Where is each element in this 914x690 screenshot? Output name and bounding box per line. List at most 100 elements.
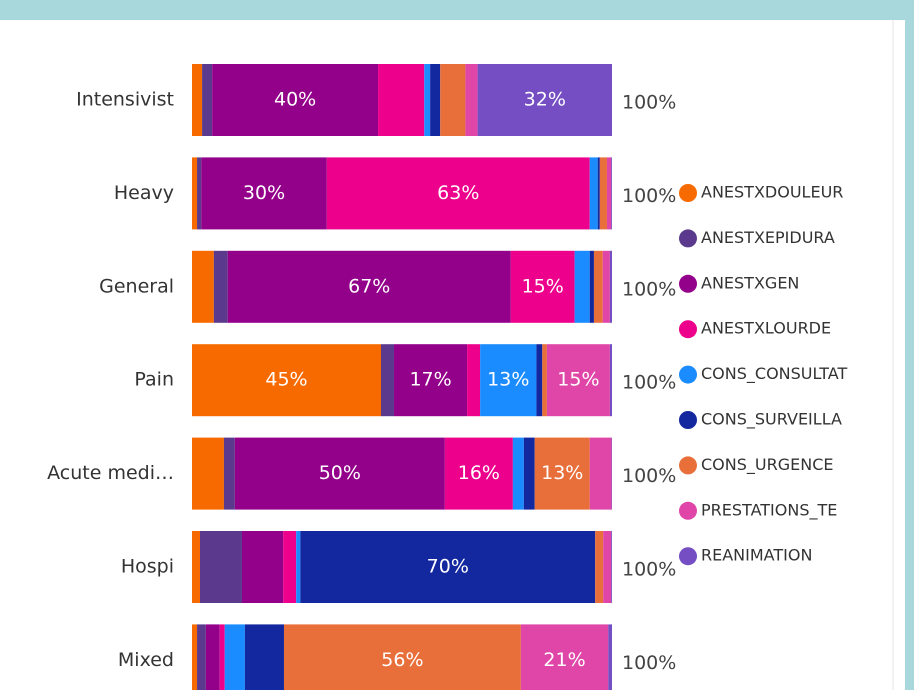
- bar-segment: [192, 531, 200, 603]
- legend-label: REANIMATION: [701, 546, 812, 565]
- legend-marker: [679, 274, 697, 293]
- bar-segment: [510, 250, 575, 323]
- legend-label: PRESTATIONS_TE: [701, 500, 837, 520]
- data-label: 45%: [265, 369, 307, 391]
- bar-segment: [602, 250, 610, 323]
- category-label: Mixed: [118, 649, 174, 671]
- bar-segment: [534, 437, 590, 510]
- category-label: Hospi: [121, 556, 174, 578]
- bar-segment: [467, 344, 481, 417]
- bar-segment: [595, 531, 604, 603]
- data-label: 50%: [319, 462, 361, 484]
- bar-segment: [430, 64, 441, 136]
- bar-segment: [465, 64, 478, 136]
- bar-segment: [378, 64, 425, 136]
- bar-segment: [608, 624, 612, 690]
- bar-segment: [520, 624, 609, 690]
- legend-marker: [679, 547, 697, 566]
- bar-segment: [536, 344, 543, 417]
- category-label: Pain: [134, 369, 174, 391]
- bar-segment: [574, 250, 590, 323]
- header-band: [0, 0, 914, 20]
- bar-segment: [199, 531, 242, 603]
- bar-segment: [477, 64, 612, 136]
- total-label: 100%: [622, 465, 676, 487]
- total-label: 100%: [622, 652, 676, 674]
- bar-segment: [326, 157, 590, 230]
- bar-segment: [589, 250, 594, 323]
- legend-label: CONS_SURVEILLA: [701, 410, 842, 430]
- bar-segment: [512, 437, 524, 510]
- bar-segment: [424, 64, 431, 136]
- data-label: 30%: [243, 182, 285, 204]
- bar-segment: [542, 344, 547, 417]
- legend-marker: [679, 456, 697, 475]
- bar-segment: [192, 250, 214, 323]
- bar-segment: [546, 344, 610, 417]
- data-label: 15%: [522, 275, 564, 297]
- bar-segment: [589, 157, 598, 230]
- legend-marker: [679, 229, 697, 248]
- legend-label: ANESTXEPIDURA: [701, 228, 835, 247]
- legend-marker: [679, 365, 697, 384]
- data-label: 15%: [557, 369, 599, 391]
- category-label: Acute medi…: [47, 462, 174, 484]
- bar-segment: [213, 250, 228, 323]
- legend-marker: [679, 320, 697, 339]
- bar-segment: [296, 531, 301, 603]
- legend-label: CONS_CONSULTAT: [701, 364, 847, 384]
- bar-segment: [589, 437, 612, 510]
- bar-segment: [205, 624, 220, 690]
- bar-segment: [197, 157, 202, 230]
- data-label: 56%: [381, 649, 423, 671]
- bar-segment: [283, 624, 521, 690]
- total-label: 100%: [622, 559, 676, 581]
- category-label: Intensivist: [76, 89, 174, 111]
- bar-segment: [227, 250, 511, 323]
- total-label: 100%: [622, 278, 676, 300]
- bar-segment: [202, 64, 213, 136]
- bar-segment: [192, 157, 198, 230]
- bar-segment: [244, 624, 284, 690]
- data-label: 40%: [274, 89, 316, 111]
- bar-segment: [440, 64, 466, 136]
- data-label: 13%: [487, 369, 529, 391]
- bar-segment: [597, 157, 600, 230]
- side-band: [905, 0, 914, 690]
- bar-segment: [381, 344, 395, 417]
- bar-segment: [201, 157, 327, 230]
- bar-segment: [192, 437, 224, 510]
- legend-label: ANESTXGEN: [701, 273, 799, 292]
- bar-segment: [212, 64, 379, 136]
- legend-label: ANESTXLOURDE: [701, 319, 831, 338]
- data-label: 32%: [524, 89, 566, 111]
- data-label: 67%: [348, 275, 390, 297]
- total-label: 100%: [622, 372, 676, 394]
- data-label: 17%: [409, 369, 451, 391]
- bar-segment: [599, 157, 607, 230]
- legend-marker: [679, 184, 697, 202]
- total-label: 100%: [622, 92, 676, 114]
- bar-segment: [283, 531, 297, 603]
- bar-segment: [611, 531, 612, 603]
- bar-segment: [611, 157, 612, 230]
- data-label: 16%: [458, 462, 500, 484]
- bar-segment: [241, 531, 284, 603]
- data-label: 70%: [427, 556, 469, 578]
- data-label: 21%: [543, 649, 585, 671]
- bar-segment: [523, 437, 535, 510]
- bar-segment: [609, 250, 612, 323]
- bar-segment: [480, 344, 537, 417]
- bar-segment: [593, 250, 603, 323]
- bar-segment: [300, 531, 596, 603]
- total-label: 100%: [622, 185, 676, 207]
- bar-segment: [192, 64, 203, 136]
- bar-segment: [234, 437, 445, 510]
- category-label: Heavy: [114, 182, 174, 204]
- legend-marker: [679, 411, 697, 429]
- bar-segment: [224, 624, 245, 690]
- bar-segment: [609, 344, 612, 417]
- bar-segment: [603, 531, 612, 603]
- bar-segment: [394, 344, 468, 417]
